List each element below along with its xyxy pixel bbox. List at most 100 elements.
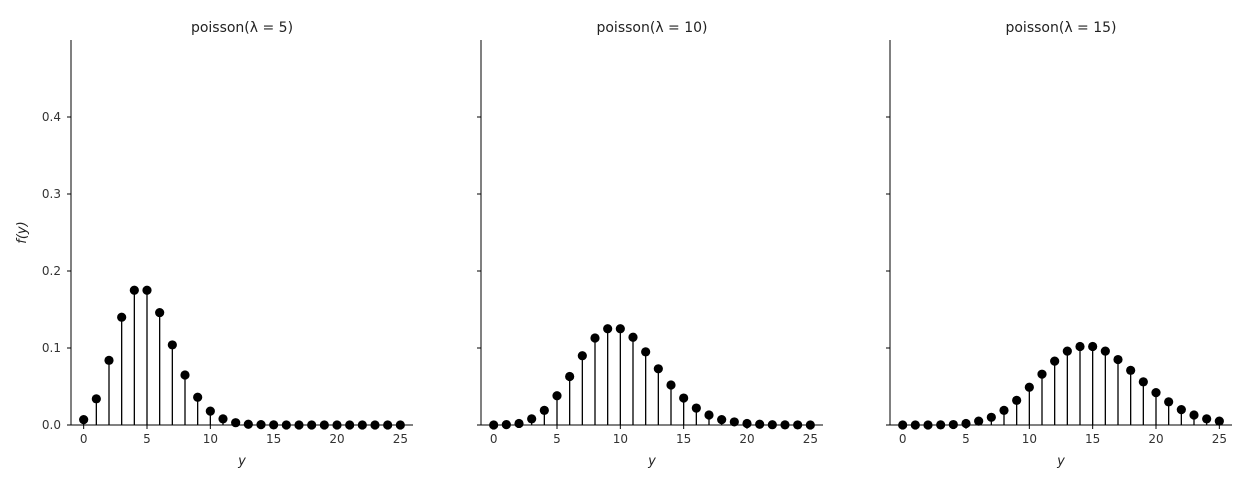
data-point xyxy=(793,420,803,430)
data-point xyxy=(1126,365,1136,375)
data-point xyxy=(1050,356,1060,366)
data-point xyxy=(256,420,266,430)
data-point xyxy=(527,414,537,424)
data-point xyxy=(489,420,499,430)
data-point xyxy=(79,415,89,425)
data-point xyxy=(1138,377,1148,387)
data-point xyxy=(514,418,524,429)
chart-title: poisson(λ = 5) xyxy=(191,20,293,36)
data-point xyxy=(577,351,587,361)
data-point xyxy=(129,285,139,295)
data-point xyxy=(717,415,727,425)
x-tick-label: 0 xyxy=(490,432,498,446)
data-point xyxy=(294,420,304,430)
data-point xyxy=(345,420,355,430)
data-point xyxy=(319,420,329,430)
data-point xyxy=(231,418,241,428)
x-tick-label: 15 xyxy=(266,432,281,446)
data-point xyxy=(370,420,380,430)
panel-lambda-10: poisson(λ = 10) 0 5 10 15 20 25 y xyxy=(477,20,823,469)
x-tick-label: 0 xyxy=(80,432,88,446)
data-point xyxy=(653,364,663,374)
data-point xyxy=(704,410,714,420)
data-point xyxy=(539,405,549,415)
data-point xyxy=(269,420,279,430)
data-point xyxy=(1100,346,1110,356)
data-point xyxy=(805,420,815,430)
x-tick-label: 15 xyxy=(1085,432,1100,446)
data-point xyxy=(1214,416,1224,426)
x-tick-label: 0 xyxy=(899,432,907,446)
data-point xyxy=(155,307,165,318)
data-point xyxy=(117,312,127,322)
data-point xyxy=(590,333,600,343)
data-point xyxy=(1012,395,1022,405)
data-point xyxy=(180,370,190,380)
data-point xyxy=(1088,341,1098,352)
x-tick-label: 25 xyxy=(803,432,818,446)
y-tick-label: 0.2 xyxy=(42,264,61,278)
data-point xyxy=(383,420,393,430)
data-point xyxy=(729,417,739,427)
panel-lambda-5: poisson(λ = 5) 0 5 10 15 20 25 0.0 0.1 0.2 0.3 0.4 y… xyxy=(15,20,413,469)
data-point xyxy=(91,394,101,404)
data-point xyxy=(999,405,1009,415)
data-point xyxy=(615,324,625,334)
data-point xyxy=(332,420,342,430)
data-point xyxy=(218,414,228,424)
x-axis-label: y xyxy=(647,454,656,469)
data-point xyxy=(936,420,946,430)
data-point xyxy=(986,412,996,422)
data-point xyxy=(603,324,613,334)
data-point xyxy=(1113,354,1123,365)
data-point xyxy=(767,420,777,430)
data-point xyxy=(1062,346,1072,356)
data-point xyxy=(691,403,701,413)
data-point xyxy=(742,418,752,429)
y-tick-label: 0.4 xyxy=(42,110,61,124)
y-tick-label: 0.3 xyxy=(42,187,61,201)
data-point xyxy=(552,391,562,401)
y-tick-label: 0.0 xyxy=(42,418,61,432)
x-axis-label: y xyxy=(237,454,246,469)
x-tick-label: 20 xyxy=(739,432,754,446)
data-point xyxy=(1189,410,1199,420)
chart-title: poisson(λ = 15) xyxy=(1005,20,1116,36)
data-point xyxy=(167,340,177,350)
data-point xyxy=(898,420,908,430)
data-point xyxy=(395,420,405,430)
data-point xyxy=(628,332,638,342)
data-point xyxy=(666,380,676,390)
chart-title: poisson(λ = 10) xyxy=(596,20,707,36)
data-point xyxy=(1075,341,1085,352)
y-tick-label: 0.1 xyxy=(42,341,61,355)
data-point xyxy=(205,406,215,416)
data-point xyxy=(1202,414,1212,424)
data-point xyxy=(679,393,689,403)
data-point xyxy=(1176,405,1186,415)
data-point xyxy=(357,420,367,430)
data-point xyxy=(193,392,203,402)
data-point xyxy=(565,371,575,382)
data-point xyxy=(1164,397,1174,407)
data-point xyxy=(923,420,933,430)
data-point xyxy=(961,418,971,429)
y-axis-label: f(y) xyxy=(15,221,30,243)
data-point xyxy=(755,419,765,429)
x-tick-label: 5 xyxy=(962,432,970,446)
x-tick-label: 10 xyxy=(1022,432,1037,446)
panel-lambda-15: poisson(λ = 15) 0 5 10 15 20 25 y xyxy=(886,20,1232,469)
data-point xyxy=(243,419,253,429)
x-tick-label: 15 xyxy=(676,432,691,446)
x-tick-label: 5 xyxy=(553,432,561,446)
x-tick-label: 25 xyxy=(1212,432,1227,446)
x-tick-label: 10 xyxy=(203,432,218,446)
x-tick-label: 25 xyxy=(393,432,408,446)
data-point xyxy=(501,420,511,430)
x-axis-label: y xyxy=(1056,454,1065,469)
data-point xyxy=(641,347,651,357)
x-tick-label: 20 xyxy=(329,432,344,446)
data-point xyxy=(974,416,984,426)
data-point xyxy=(307,420,317,430)
